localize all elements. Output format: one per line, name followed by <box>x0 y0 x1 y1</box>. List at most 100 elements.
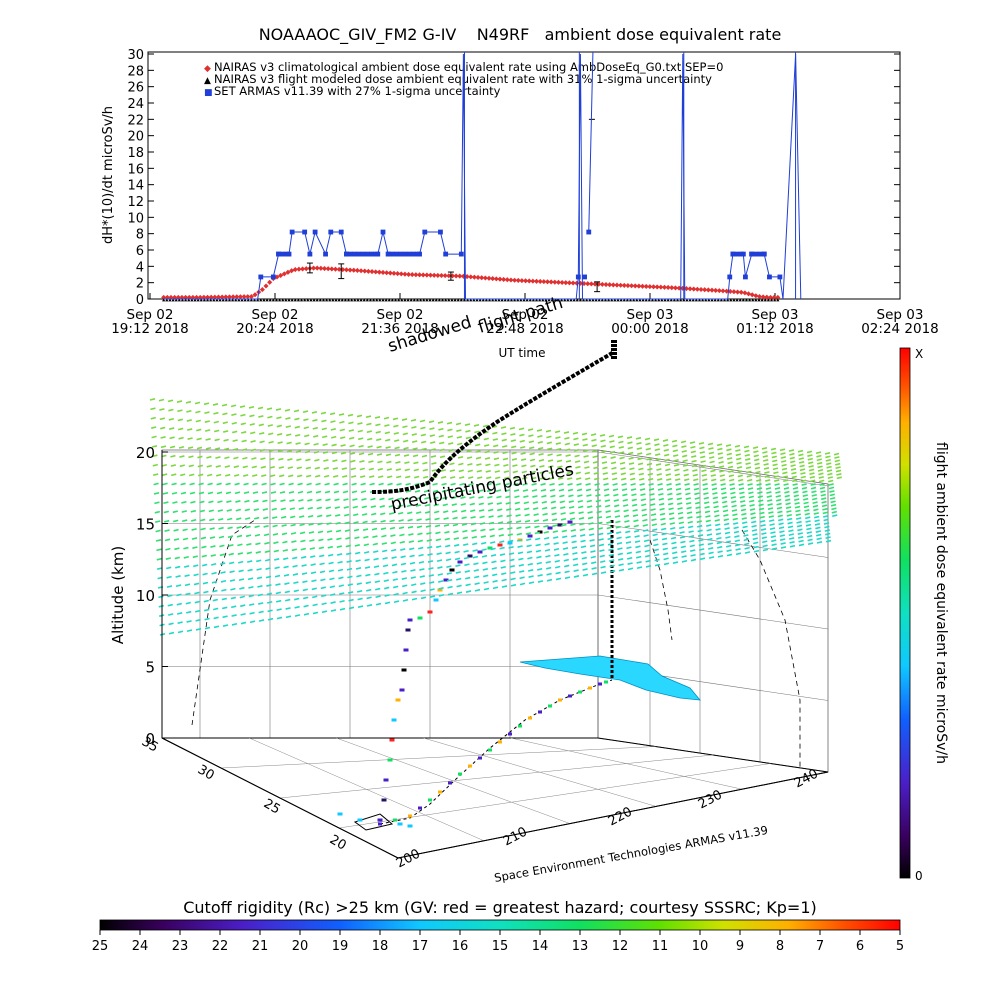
particle-dash <box>664 453 670 457</box>
nairas-clim-point <box>446 273 452 279</box>
particle-dash <box>691 455 697 458</box>
particle-dash <box>205 438 211 441</box>
particle-dash <box>807 534 813 538</box>
particle-dash <box>826 469 833 473</box>
particle-dash <box>745 458 751 461</box>
particle-dash <box>812 504 819 508</box>
particle-dash <box>685 492 691 496</box>
armas-point <box>767 274 772 280</box>
particle-dash <box>701 469 707 473</box>
particle-dash <box>548 471 554 474</box>
particle-dash <box>817 465 823 469</box>
particle-dash <box>725 540 731 544</box>
particle-dash <box>630 477 636 481</box>
particle-dash <box>497 521 504 524</box>
particle-dash <box>628 462 635 465</box>
particle-dash <box>321 594 327 598</box>
particle-dash <box>471 535 477 539</box>
particle-dash <box>353 521 359 524</box>
particle-dash <box>492 438 498 441</box>
particle-dash <box>618 446 624 449</box>
nairas-flight-point <box>419 298 423 302</box>
particle-dash <box>447 578 453 582</box>
particle-dash <box>358 444 364 448</box>
nairas-clim-point <box>245 294 251 300</box>
particle-dash <box>400 562 407 566</box>
particle-dash <box>735 552 742 556</box>
particle-dash <box>337 553 343 556</box>
particle-dash <box>372 542 378 546</box>
particle-dash <box>412 447 418 451</box>
nairas-flight-point <box>657 298 661 302</box>
particle-dash <box>519 582 526 586</box>
particle-dash <box>439 441 445 445</box>
particle-dash <box>258 415 264 418</box>
nairas-flight-point <box>209 298 213 302</box>
particle-dash <box>394 453 401 457</box>
particle-dash <box>168 622 174 626</box>
particle-dash <box>185 400 192 404</box>
particle-dash <box>749 499 755 503</box>
particle-dash <box>354 544 360 547</box>
particle-dash <box>493 450 499 454</box>
particle-dash <box>334 498 340 502</box>
particle-dash <box>501 432 507 436</box>
particle-dash <box>317 522 323 526</box>
particle-dash <box>412 440 418 443</box>
particle-dash <box>646 462 653 466</box>
y-tick-label: 24 <box>127 97 144 112</box>
particle-dash <box>589 533 595 537</box>
particle-dash <box>621 482 627 486</box>
particle-dash <box>780 538 786 541</box>
particle-dash <box>639 483 645 486</box>
hbar-tick-label: 13 <box>572 939 589 954</box>
particle-dash <box>514 501 520 505</box>
nairas-flight-point <box>303 298 307 302</box>
particle-dash <box>420 582 426 586</box>
particle-dash <box>500 565 506 569</box>
particle-dash <box>670 531 676 535</box>
particle-dash <box>330 609 337 612</box>
particle-dash <box>428 574 434 577</box>
particle-dash <box>733 526 739 530</box>
particle-dash <box>616 531 622 534</box>
particle-dash <box>317 530 324 534</box>
particle-dash <box>826 465 832 469</box>
particle-dash <box>598 543 605 547</box>
nairas-flight-point <box>234 298 238 302</box>
particle-dash <box>330 428 336 431</box>
particle-dash <box>193 573 199 577</box>
armas-point <box>443 251 449 257</box>
particle-dash <box>765 479 771 482</box>
particle-dash <box>152 454 158 458</box>
particle-dash <box>157 567 163 570</box>
flight-path-point <box>443 578 449 582</box>
particle-dash <box>174 547 180 551</box>
particle-dash <box>243 482 249 486</box>
particle-dash <box>565 448 571 452</box>
particle-dash <box>600 571 607 575</box>
particle-dash <box>309 547 315 550</box>
particle-dash <box>286 441 292 445</box>
particle-dash <box>235 508 241 512</box>
nairas-clim-point <box>438 272 445 279</box>
particle-dash <box>743 445 750 449</box>
particle-dash <box>349 444 355 448</box>
nairas-flight-point <box>346 298 351 302</box>
nairas-clim-point <box>351 267 357 273</box>
particle-dash <box>302 410 309 414</box>
nairas-clim-point <box>373 269 379 275</box>
particle-dash <box>786 510 792 513</box>
particle-dash <box>222 624 229 627</box>
particle-dash <box>180 482 186 486</box>
particle-dash <box>728 470 734 473</box>
particle-dash <box>560 517 567 521</box>
particle-dash <box>229 570 235 574</box>
particle-dash <box>652 528 658 532</box>
particle-dash <box>522 476 528 480</box>
particle-dash <box>385 446 391 449</box>
particle-dash <box>560 506 566 510</box>
particle-dash <box>761 446 768 450</box>
particle-dash <box>745 462 751 465</box>
particle-dash <box>160 445 167 449</box>
